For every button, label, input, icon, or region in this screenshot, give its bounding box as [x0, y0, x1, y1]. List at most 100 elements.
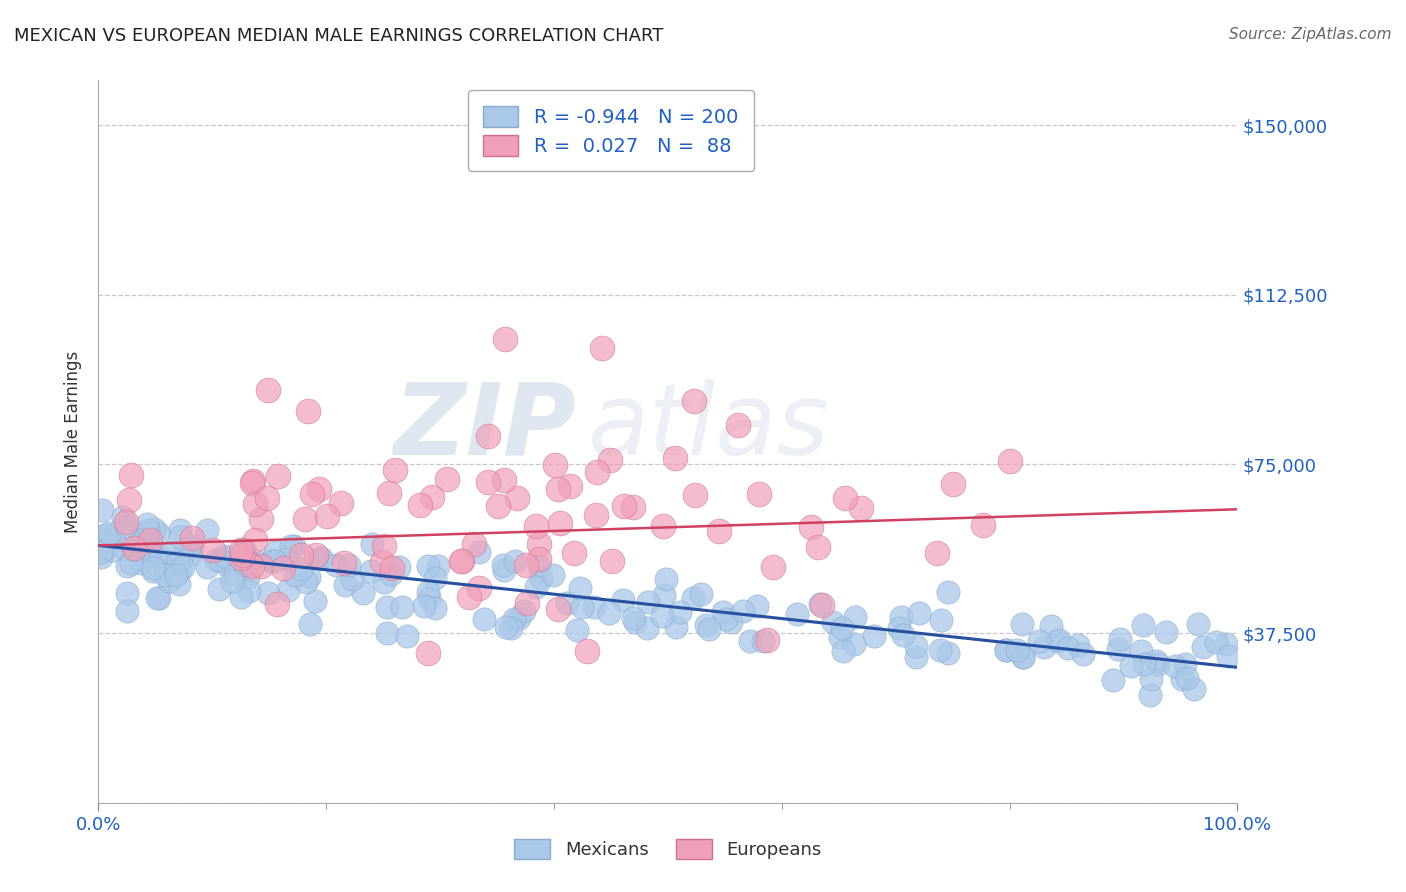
Point [243, 552, 266, 566]
Point [149, 549, 172, 563]
Point [548, 516, 571, 531]
Point [527, 558, 550, 573]
Point [167, 577, 190, 591]
Point [927, 546, 949, 560]
Point [752, 633, 775, 648]
Point [727, 417, 749, 432]
Point [153, 568, 176, 582]
Point [1192, 640, 1215, 654]
Point [998, 454, 1021, 468]
Point [416, 646, 439, 660]
Point [929, 613, 952, 627]
Point [1139, 673, 1161, 687]
Point [524, 518, 547, 533]
Legend: Mexicans, Europeans: Mexicans, Europeans [508, 831, 828, 866]
Point [391, 600, 413, 615]
Point [129, 526, 152, 541]
Point [748, 487, 770, 501]
Point [568, 581, 591, 595]
Point [756, 632, 779, 647]
Point [942, 476, 965, 491]
Point [179, 538, 201, 552]
Point [243, 533, 266, 547]
Point [256, 384, 278, 398]
Point [115, 515, 138, 529]
Point [547, 482, 569, 496]
Point [169, 530, 191, 544]
Point [1121, 659, 1143, 673]
Point [250, 512, 273, 526]
Point [308, 482, 330, 496]
Point [651, 608, 673, 623]
Point [360, 564, 382, 578]
Point [245, 497, 267, 511]
Point [683, 488, 706, 502]
Point [1039, 619, 1062, 633]
Point [172, 560, 194, 574]
Point [136, 524, 159, 538]
Point [305, 549, 328, 563]
Point [180, 531, 202, 545]
Point [426, 558, 449, 573]
Point [373, 575, 395, 590]
Point [142, 561, 165, 575]
Point [1057, 641, 1080, 656]
Point [562, 545, 585, 559]
Point [266, 598, 288, 612]
Point [527, 536, 550, 550]
Point [586, 466, 609, 480]
Point [762, 560, 785, 574]
Point [418, 591, 440, 605]
Point [637, 595, 659, 609]
Point [652, 519, 675, 533]
Point [129, 556, 152, 570]
Point [352, 586, 374, 600]
Point [842, 637, 865, 651]
Point [169, 563, 191, 577]
Point [458, 590, 481, 604]
Point [1067, 638, 1090, 652]
Point [167, 554, 190, 568]
Point [831, 644, 853, 658]
Point [905, 649, 928, 664]
Point [240, 475, 263, 490]
Point [136, 516, 159, 531]
Point [115, 604, 138, 618]
Point [375, 600, 398, 615]
Point [146, 549, 169, 563]
Point [409, 498, 432, 512]
Point [112, 509, 135, 524]
Point [299, 617, 322, 632]
Point [738, 633, 761, 648]
Point [908, 606, 931, 620]
Point [129, 543, 152, 558]
Point [201, 542, 224, 557]
Point [335, 578, 357, 592]
Point [195, 560, 218, 574]
Point [450, 554, 472, 568]
Point [621, 500, 644, 514]
Point [598, 606, 620, 620]
Point [139, 542, 162, 557]
Point [936, 585, 959, 599]
Point [583, 600, 606, 615]
Point [146, 525, 169, 540]
Point [891, 628, 914, 642]
Point [1071, 648, 1094, 662]
Point [807, 541, 830, 555]
Point [280, 539, 302, 553]
Point [468, 581, 491, 595]
Point [501, 621, 523, 635]
Point [172, 549, 194, 564]
Point [811, 598, 834, 612]
Point [1046, 634, 1069, 648]
Text: Source: ZipAtlas.com: Source: ZipAtlas.com [1229, 27, 1392, 42]
Point [1216, 649, 1239, 664]
Point [492, 563, 515, 577]
Point [329, 496, 352, 510]
Point [263, 544, 285, 558]
Point [995, 643, 1018, 657]
Point [122, 543, 145, 558]
Point [416, 558, 439, 573]
Point [599, 452, 621, 467]
